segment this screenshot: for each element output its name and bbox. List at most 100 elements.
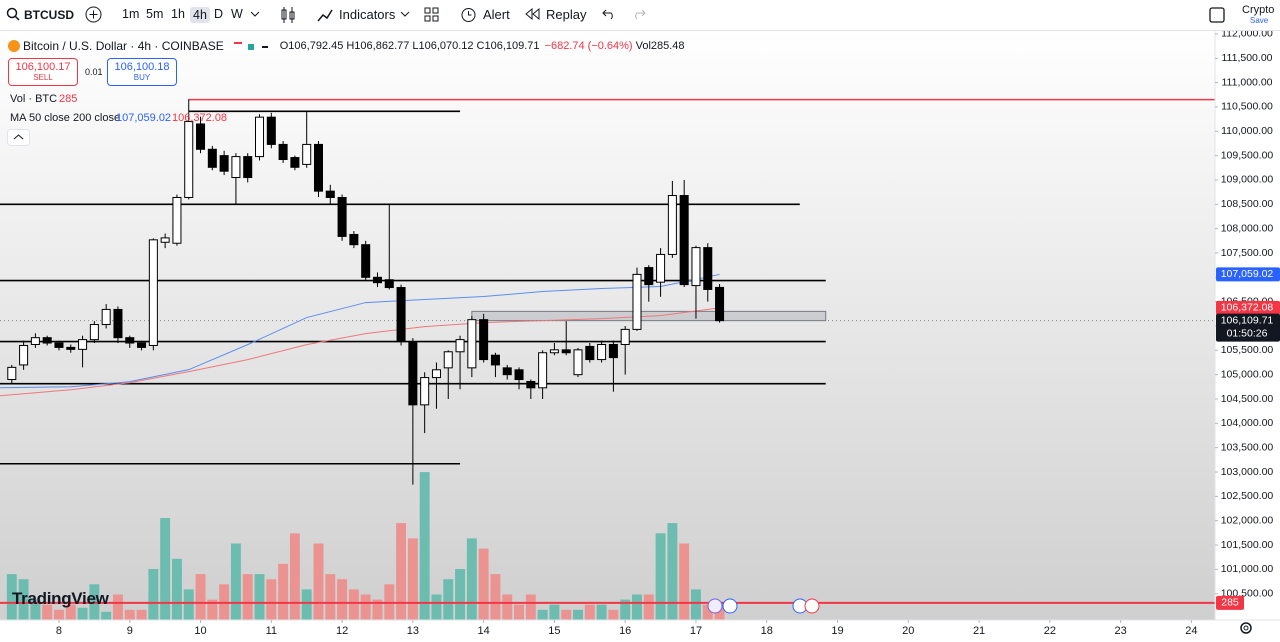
y-tick-label: 104,000.00 bbox=[1221, 417, 1274, 429]
candle-body bbox=[384, 279, 394, 289]
logo: TradingView bbox=[12, 589, 109, 608]
candle-body bbox=[113, 308, 123, 339]
candle-body bbox=[66, 346, 76, 350]
volume-legend-value: 285 bbox=[59, 93, 78, 105]
ohlc-open: O106,792.45 bbox=[279, 40, 344, 52]
x-tick-label: 21 bbox=[973, 625, 985, 637]
volume-bar bbox=[195, 574, 206, 620]
ohlc-change: −682.74 (−0.64%) bbox=[544, 40, 633, 52]
y-tick-label: 109,000.00 bbox=[1221, 174, 1274, 186]
undo[interactable] bbox=[601, 8, 617, 20]
volume-bar bbox=[148, 569, 159, 620]
candle-body bbox=[313, 143, 324, 192]
y-tick-label: 101,500.00 bbox=[1221, 539, 1274, 551]
buy-button[interactable]: 106,100.18 BUY bbox=[107, 58, 177, 86]
indicators[interactable]: Indicators bbox=[339, 7, 396, 22]
volume-bar bbox=[254, 574, 265, 620]
indicators-icon[interactable] bbox=[316, 6, 334, 24]
collapse-legend[interactable] bbox=[7, 129, 30, 146]
interval[interactable]: 5m bbox=[146, 7, 164, 21]
buy-label: BUY bbox=[133, 73, 151, 82]
x-tick-label: 10 bbox=[194, 625, 206, 637]
candle-body bbox=[703, 247, 713, 290]
layout-icon[interactable] bbox=[424, 7, 439, 22]
candle-body bbox=[184, 121, 194, 198]
legend: Bitcoin / U.S. Dollar · 4h · COINBASE O1… bbox=[8, 39, 685, 53]
candle-body bbox=[597, 343, 607, 361]
alert[interactable]: Alert bbox=[483, 7, 510, 22]
volume-bar bbox=[30, 599, 41, 620]
volume-bar bbox=[65, 604, 76, 620]
interval[interactable]: 1m bbox=[122, 7, 140, 21]
x-tick-label: 12 bbox=[336, 625, 348, 637]
volume-bar bbox=[443, 579, 454, 620]
x-tick-label: 14 bbox=[478, 625, 490, 637]
symbol[interactable]: BTCUSD bbox=[24, 8, 74, 22]
event-icons[interactable] bbox=[703, 596, 823, 616]
replay-icon[interactable] bbox=[524, 8, 540, 20]
symbol-title: Bitcoin / U.S. Dollar · 4h · COINBASE bbox=[23, 39, 224, 53]
volume-bar bbox=[702, 604, 713, 620]
interval[interactable]: D bbox=[214, 7, 224, 21]
candle-body bbox=[266, 116, 276, 145]
candle-body bbox=[361, 244, 371, 278]
candle-body bbox=[467, 319, 477, 369]
chevron[interactable] bbox=[250, 10, 260, 18]
alert-icon[interactable] bbox=[460, 6, 477, 23]
volume-bar bbox=[313, 543, 324, 620]
account[interactable]: Crypto bbox=[1242, 4, 1275, 16]
save[interactable]: Save bbox=[1250, 16, 1269, 25]
ma-legend-value: 106,372.08 bbox=[172, 112, 228, 124]
candle-body bbox=[408, 341, 418, 406]
interval[interactable]: 4h bbox=[190, 7, 210, 23]
candle-body bbox=[656, 253, 666, 283]
buy-price: 106,100.18 bbox=[114, 61, 170, 73]
coin-icon bbox=[8, 40, 20, 52]
settings[interactable] bbox=[1238, 620, 1254, 636]
volume-bar bbox=[6, 574, 17, 620]
y-tick-label: 103,500.00 bbox=[1221, 441, 1274, 453]
price-tag bbox=[1216, 300, 1280, 315]
moving-average bbox=[0, 273, 720, 389]
volume-bar bbox=[679, 543, 690, 620]
volume-bar bbox=[289, 533, 300, 620]
chart-type[interactable] bbox=[280, 5, 296, 25]
add-symbol[interactable] bbox=[85, 6, 102, 23]
replay[interactable]: Replay bbox=[546, 7, 587, 22]
candle-body bbox=[443, 351, 453, 369]
volume-bar bbox=[431, 594, 442, 620]
interval[interactable]: 1h bbox=[171, 7, 185, 21]
chevron[interactable] bbox=[400, 10, 410, 18]
candle-body bbox=[620, 328, 630, 345]
candle-body bbox=[7, 366, 17, 381]
volume-bar bbox=[183, 589, 194, 620]
x-tick-label: 17 bbox=[690, 625, 702, 637]
y-tick-label: 112,000.00 bbox=[1221, 31, 1273, 40]
candle-body bbox=[207, 148, 217, 168]
ohlc-low: L106,070.12 bbox=[412, 40, 474, 52]
volume-bar bbox=[124, 609, 135, 620]
candle-body bbox=[78, 339, 88, 350]
sell-button[interactable]: 106,100.17 SELL bbox=[8, 58, 78, 86]
search-icon[interactable] bbox=[6, 7, 20, 21]
volume-bar bbox=[54, 609, 64, 620]
volume-bar bbox=[655, 533, 666, 620]
fullscreen[interactable] bbox=[1209, 7, 1225, 23]
x-tick-label: 16 bbox=[619, 625, 631, 637]
x-tick-label: 19 bbox=[831, 625, 843, 637]
chart: 112,000.00 111,500.00 111,000.00 110,500.00… bbox=[0, 31, 1280, 642]
candle-body bbox=[137, 342, 147, 348]
candle-body bbox=[396, 287, 406, 343]
volume-bar bbox=[525, 594, 536, 620]
candle-body bbox=[278, 143, 288, 161]
candle-body bbox=[231, 156, 241, 179]
x-tick-label: 24 bbox=[1185, 625, 1197, 637]
candle-body bbox=[19, 344, 29, 366]
volume-bar bbox=[301, 589, 312, 620]
candle-body bbox=[160, 237, 170, 243]
volume-bar bbox=[171, 558, 182, 620]
interval[interactable]: W bbox=[231, 7, 243, 21]
y-tick-label: 105,000.00 bbox=[1221, 368, 1274, 380]
candle-body bbox=[372, 276, 382, 284]
